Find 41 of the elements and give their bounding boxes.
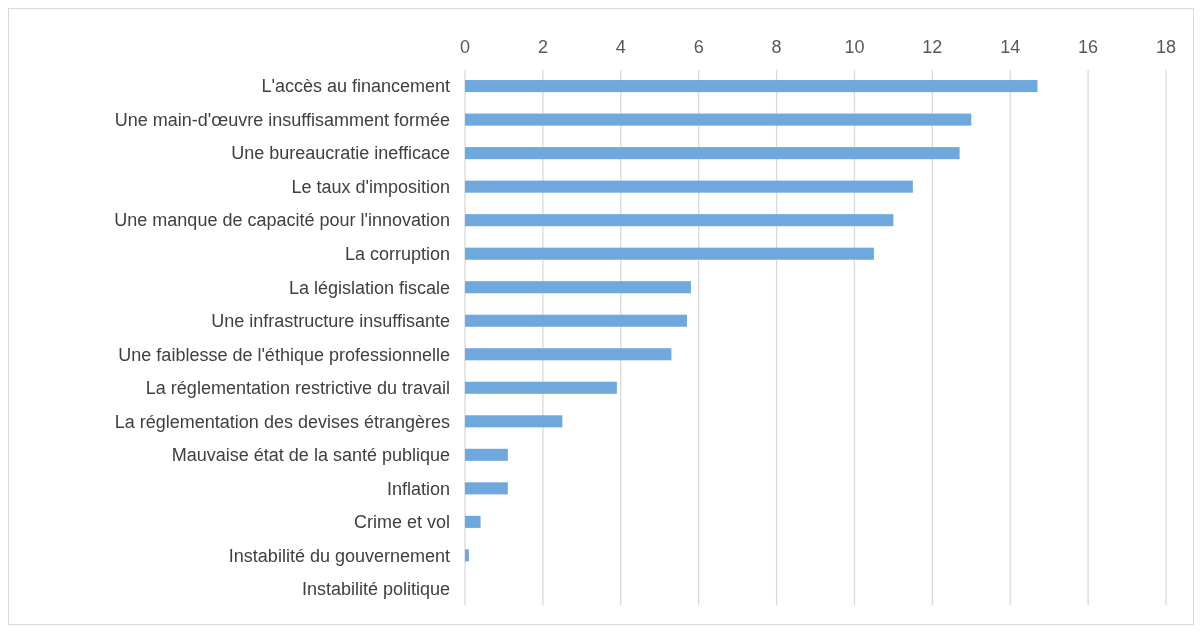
bar: [465, 180, 913, 193]
x-tick-label: 14: [1000, 37, 1021, 57]
y-tick-label: Inflation: [386, 478, 450, 499]
y-tick-label: Une faiblesse de l'éthique professionnelle: [118, 344, 450, 365]
bar: [465, 515, 481, 528]
x-tick-label: 8: [771, 37, 782, 57]
bar: [465, 113, 972, 126]
y-tick-label: Une infrastructure insuffisante: [211, 311, 450, 332]
y-tick-label: Crime et vol: [353, 512, 450, 533]
bar: [465, 314, 687, 327]
x-tick-label: 2: [537, 37, 548, 57]
bar: [465, 381, 617, 394]
bar: [465, 247, 874, 260]
y-tick-label: L'accès au financement: [261, 76, 450, 97]
x-tick-label: 18: [1155, 37, 1177, 57]
y-tick-label: La réglementation des devises étrangères: [114, 411, 450, 432]
y-tick-label: Une manque de capacité pour l'innovation: [114, 210, 450, 231]
bar: [465, 348, 672, 361]
y-tick-label: La réglementation restrictive du travail: [145, 378, 450, 399]
y-tick-label: Le taux d'imposition: [291, 176, 450, 197]
x-tick-label: 16: [1078, 37, 1099, 57]
bar: [465, 448, 508, 461]
y-tick-label: Instabilité du gouvernement: [228, 545, 450, 566]
y-tick-label: Instabilité politique: [301, 579, 450, 600]
bar: [465, 214, 894, 227]
bar: [465, 415, 563, 428]
bar: [465, 549, 469, 562]
x-tick-label: 6: [693, 37, 704, 57]
bar: [465, 147, 960, 160]
y-tick-label: La corruption: [344, 244, 450, 264]
x-tick-label: 12: [922, 37, 943, 57]
bar: [465, 80, 1038, 93]
y-tick-label: La législation fiscale: [288, 277, 450, 298]
y-tick-label: Une bureaucratie inefficace: [231, 143, 450, 164]
x-tick-label: 10: [844, 37, 865, 57]
bar: [465, 281, 691, 294]
x-tick-label: 0: [459, 37, 471, 57]
bar: [465, 482, 508, 495]
y-tick-label: Une main-d'œuvre insuffisamment formée: [114, 109, 450, 130]
x-tick-label: 4: [615, 37, 626, 57]
y-tick-label: Mauvaise état de la santé publique: [171, 445, 450, 466]
